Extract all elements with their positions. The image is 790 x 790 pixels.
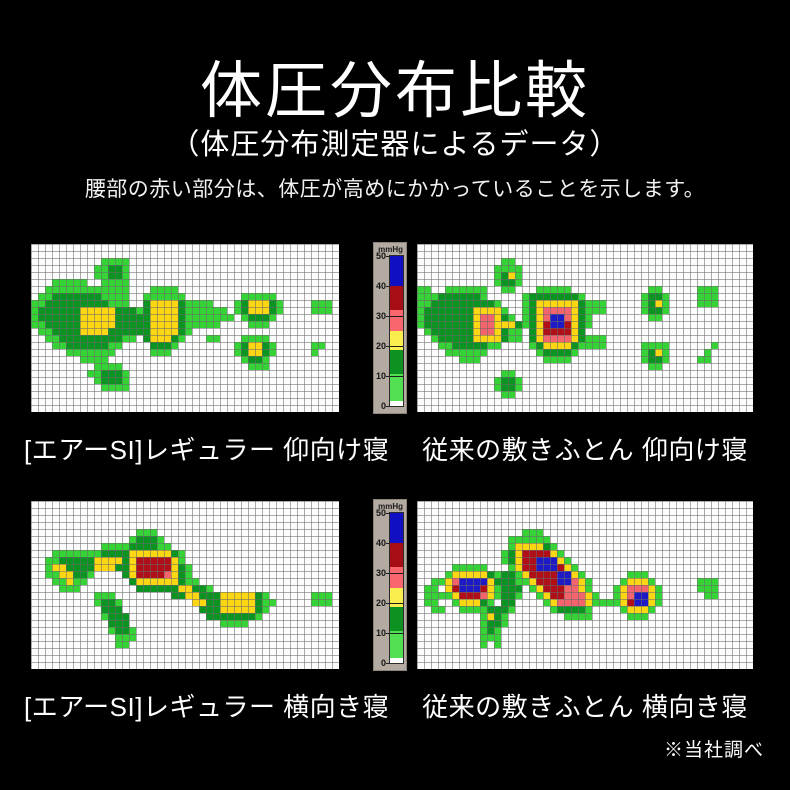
pressure-map-air-si-side	[31, 501, 339, 669]
scale-ticks: 50 40 30 20 10 0	[374, 508, 406, 670]
scale-ticks: 50 40 30 20 10 0	[374, 251, 406, 413]
panel-label-air-si-supine: [エアーSI]レギュラー 仰向け寝	[24, 435, 390, 465]
scale-color-bar	[390, 256, 403, 406]
pressure-map-conventional-side	[417, 501, 753, 669]
panel-label-conventional-supine: 従来の敷きふとん 仰向け寝	[422, 435, 748, 465]
panel-label-air-si-side: [エアーSI]レギュラー 横向き寝	[24, 692, 390, 722]
pressure-scale-legend-top: mmHg 50 40 30 20 10 0	[373, 242, 407, 414]
heatmap-cells	[31, 501, 339, 669]
heatmap-cells	[31, 244, 339, 412]
heatmap-cells	[417, 501, 753, 669]
footnote: ※当社調べ	[663, 740, 764, 761]
page-description: 腰部の赤い部分は、体圧が高めにかかっていることを示します。	[84, 178, 706, 201]
scale-color-bar	[390, 513, 403, 663]
pressure-map-air-si-supine	[31, 244, 339, 412]
page-subtitle: （体圧分布測定器によるデータ）	[170, 129, 620, 161]
heatmap-cells	[417, 244, 753, 412]
scale-unit-label: mmHg	[378, 245, 403, 254]
panel-label-conventional-side: 従来の敷きふとん 横向き寝	[422, 692, 748, 722]
pressure-scale-legend-bottom: mmHg 50 40 30 20 10 0	[373, 499, 407, 671]
scale-unit-label: mmHg	[378, 502, 403, 511]
pressure-map-conventional-supine	[417, 244, 753, 412]
page-title: 体圧分布比較	[199, 57, 590, 126]
